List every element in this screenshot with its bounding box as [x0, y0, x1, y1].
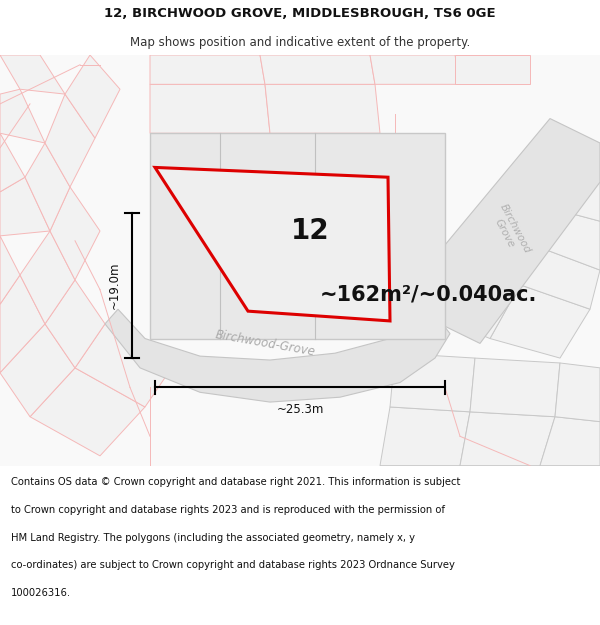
Polygon shape: [420, 119, 600, 343]
Text: Map shows position and indicative extent of the property.: Map shows position and indicative extent…: [130, 36, 470, 49]
Polygon shape: [75, 324, 175, 407]
Polygon shape: [380, 407, 470, 466]
Polygon shape: [30, 368, 145, 456]
Text: to Crown copyright and database rights 2023 and is reproduced with the permissio: to Crown copyright and database rights 2…: [11, 504, 445, 514]
Polygon shape: [430, 260, 520, 339]
Polygon shape: [455, 55, 530, 84]
Polygon shape: [150, 133, 445, 339]
Polygon shape: [520, 246, 600, 309]
Polygon shape: [0, 275, 45, 372]
Text: 12, BIRCHWOOD GROVE, MIDDLESBROUGH, TS6 0GE: 12, BIRCHWOOD GROVE, MIDDLESBROUGH, TS6 …: [104, 8, 496, 20]
Polygon shape: [0, 133, 25, 192]
Text: Birchwood
Grove: Birchwood Grove: [488, 202, 532, 260]
Polygon shape: [545, 158, 600, 221]
Polygon shape: [45, 280, 105, 368]
Polygon shape: [0, 89, 45, 143]
Text: ~25.3m: ~25.3m: [277, 404, 323, 416]
Polygon shape: [260, 55, 375, 84]
Text: 12: 12: [290, 217, 329, 245]
Polygon shape: [50, 187, 100, 280]
Text: co-ordinates) are subject to Crown copyright and database rights 2023 Ordnance S: co-ordinates) are subject to Crown copyr…: [11, 561, 455, 571]
Polygon shape: [265, 84, 380, 133]
Text: Birchwood-Grove: Birchwood-Grove: [214, 328, 316, 359]
Polygon shape: [390, 353, 475, 412]
Text: Contains OS data © Crown copyright and database right 2021. This information is : Contains OS data © Crown copyright and d…: [11, 477, 460, 487]
Polygon shape: [0, 324, 75, 417]
Polygon shape: [105, 309, 450, 402]
Text: 100026316.: 100026316.: [11, 588, 71, 598]
Text: ~162m²/~0.040ac.: ~162m²/~0.040ac.: [320, 284, 538, 304]
Text: ~19.0m: ~19.0m: [107, 262, 121, 309]
Text: HM Land Registry. The polygons (including the associated geometry, namely x, y: HM Land Registry. The polygons (includin…: [11, 532, 415, 542]
Polygon shape: [20, 231, 75, 324]
Polygon shape: [65, 55, 120, 138]
Polygon shape: [25, 143, 70, 231]
Polygon shape: [150, 84, 270, 133]
Polygon shape: [0, 236, 20, 304]
Polygon shape: [540, 417, 600, 466]
Polygon shape: [0, 55, 65, 94]
Polygon shape: [555, 363, 600, 422]
Polygon shape: [150, 55, 265, 84]
Polygon shape: [45, 94, 95, 187]
Polygon shape: [0, 177, 50, 236]
Polygon shape: [370, 55, 460, 84]
Polygon shape: [460, 412, 555, 466]
Polygon shape: [155, 168, 390, 321]
Polygon shape: [490, 285, 590, 358]
Polygon shape: [535, 206, 600, 270]
Polygon shape: [470, 358, 560, 417]
